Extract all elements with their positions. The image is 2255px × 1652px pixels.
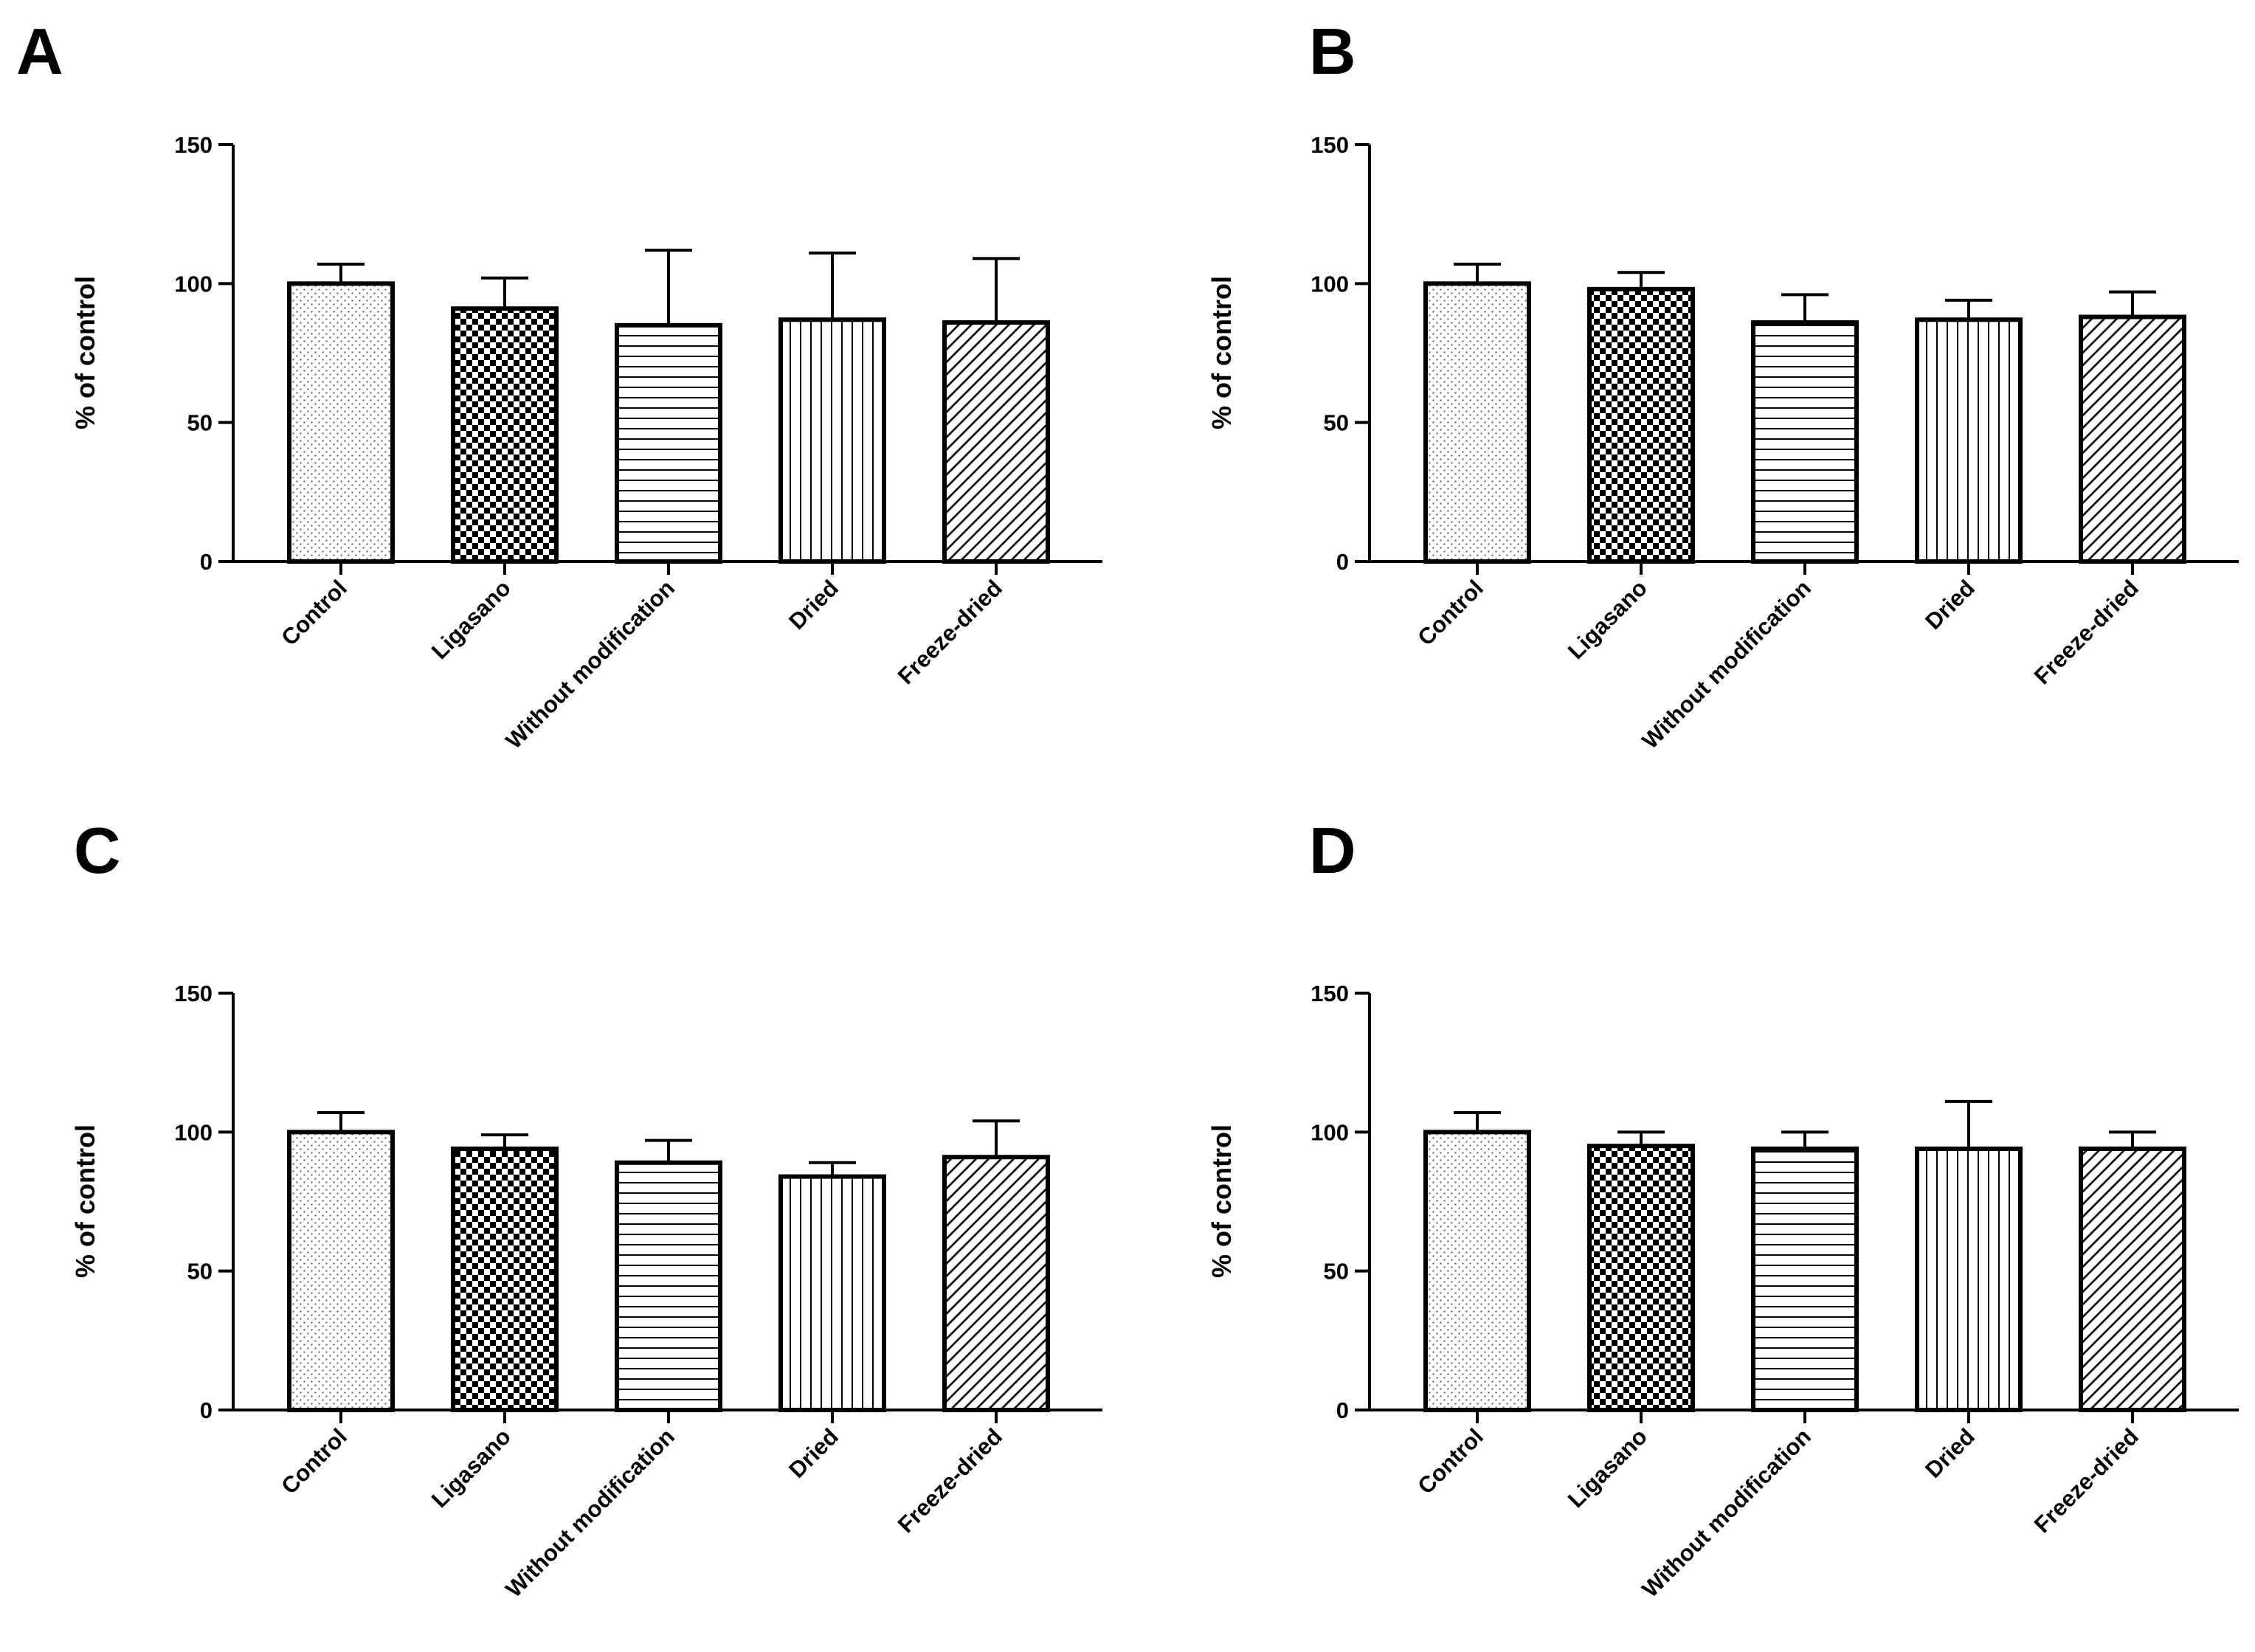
x-tick-label: Dried [784, 575, 843, 635]
panel-letter: A [16, 15, 63, 88]
chart-panel-d: D % of control 0 50 100 150 Control LigasanoW… [1206, 814, 2239, 1603]
y-tick-label: 100 [1310, 271, 1349, 297]
bar-control [1423, 281, 1531, 564]
y-tick-label: 150 [1310, 981, 1349, 1006]
bar-ligasano [1587, 1144, 1695, 1412]
y-tick-label: 50 [187, 1259, 213, 1285]
y-tick-label: 150 [174, 981, 213, 1006]
y-tick-label: 0 [1336, 1397, 1349, 1423]
x-tick-label: Without modification [500, 1423, 680, 1603]
bar-dried [1915, 1146, 2023, 1413]
x-tick-label: Dried [1920, 1423, 1980, 1483]
bar-control [287, 281, 395, 564]
x-tick-label: Ligasano [1563, 1423, 1652, 1513]
bar-freeze-dried [2079, 1146, 2186, 1413]
y-tick-label: 50 [1324, 1259, 1349, 1285]
y-tick-label: 100 [174, 271, 213, 297]
panel-letter: D [1309, 814, 1356, 887]
y-tick-label: 0 [1336, 549, 1349, 575]
bar-freeze-dried [2079, 314, 2186, 564]
x-tick-label: Freeze-dried [893, 1423, 1007, 1538]
y-tick-label: 150 [1310, 132, 1349, 158]
x-tick-label: Freeze-dried [893, 575, 1007, 689]
bar-control [287, 1130, 395, 1413]
y-tick-label: 50 [1324, 410, 1349, 436]
bar-dried [1915, 317, 2023, 564]
y-axis-title: % of control [70, 276, 100, 429]
panel-letter: C [74, 814, 121, 887]
y-tick-label: 0 [200, 1397, 213, 1423]
x-tick-label: Freeze-dried [2029, 1423, 2144, 1538]
x-tick-label: Control [276, 1423, 352, 1499]
bar-ligasano [451, 306, 559, 564]
x-tick-label: Without modification [1637, 575, 1816, 754]
bar-dried [778, 1174, 886, 1412]
chart-panel-b: B % of control 0 50 100 150 Control LigasanoW… [1206, 15, 2239, 754]
bar-without-modification [1751, 1146, 1859, 1413]
bar-ligasano [451, 1146, 559, 1413]
y-tick-label: 100 [174, 1119, 213, 1145]
x-tick-label: Without modification [500, 575, 680, 754]
x-tick-label: Without modification [1637, 1423, 1816, 1603]
bar-freeze-dried [942, 320, 1050, 564]
y-tick-label: 50 [187, 410, 213, 436]
x-tick-label: Control [1412, 1423, 1488, 1499]
y-axis-title: % of control [1206, 1124, 1237, 1278]
x-tick-label: Dried [1920, 575, 1980, 635]
y-tick-label: 0 [200, 549, 213, 575]
y-tick-label: 150 [174, 132, 213, 158]
bar-dried [778, 317, 886, 564]
chart-panel-c: C % of control 0 50 100 150 Control LigasanoW… [70, 814, 1102, 1603]
x-tick-label: Control [276, 575, 352, 651]
y-axis-title: % of control [1206, 276, 1237, 429]
y-tick-label: 100 [1310, 1119, 1349, 1145]
y-axis-title: % of control [70, 1124, 100, 1278]
x-tick-label: Ligasano [427, 1423, 516, 1513]
x-tick-label: Dried [784, 1423, 843, 1483]
x-tick-label: Ligasano [427, 575, 516, 664]
bar-freeze-dried [942, 1155, 1050, 1412]
x-tick-label: Freeze-dried [2029, 575, 2144, 689]
bar-without-modification [615, 322, 722, 564]
chart-panel-a: A % of control 0 50 100 150 Control LigasanoW… [16, 15, 1102, 754]
bar-without-modification [1751, 320, 1859, 564]
x-tick-label: Ligasano [1563, 575, 1652, 664]
bar-without-modification [615, 1160, 722, 1413]
bar-control [1423, 1130, 1531, 1413]
x-tick-label: Control [1412, 575, 1488, 651]
panel-letter: B [1309, 15, 1356, 88]
bar-ligasano [1587, 286, 1695, 564]
